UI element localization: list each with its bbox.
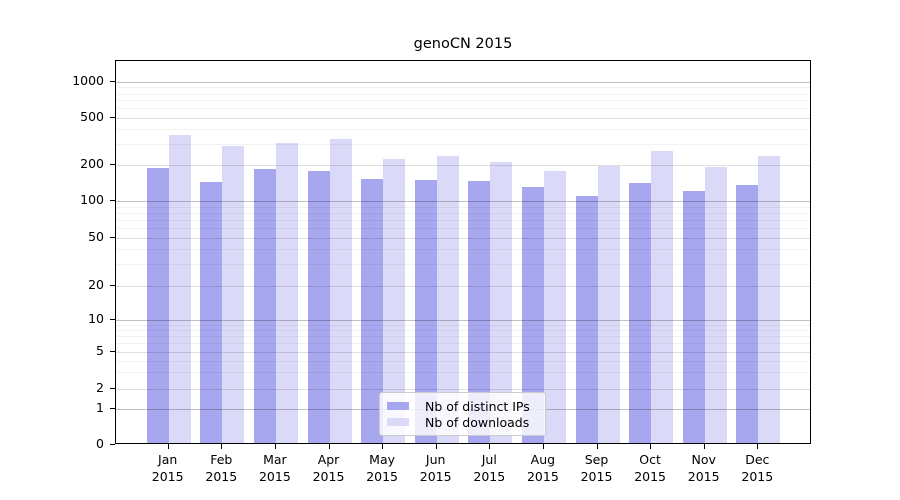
y-tick-mark <box>110 319 115 320</box>
x-tick-mark <box>489 444 491 449</box>
legend-item: Nb of distinct IPs <box>387 398 538 414</box>
x-tick-mark <box>650 444 652 449</box>
chart-title: genoCN 2015 <box>413 36 513 52</box>
y-tick-mark <box>110 387 115 389</box>
y-tick-label: 1 <box>96 399 104 415</box>
y-tick-mark <box>110 236 115 238</box>
y-tick-label: 50 <box>88 228 104 244</box>
x-tick-label: May 2015 <box>366 452 398 484</box>
x-tick-label: Dec 2015 <box>741 452 774 484</box>
x-tick-mark <box>382 444 384 449</box>
y-tick-label: 2 <box>96 379 104 395</box>
y-tick-label: 100 <box>80 192 104 207</box>
legend-item: Nb of downloads <box>387 414 538 430</box>
bar-downloads-jul <box>490 161 513 443</box>
bar-distinct-ips-mar <box>253 168 276 443</box>
y-tick-mark <box>110 284 115 286</box>
y-tick-mark <box>110 116 115 118</box>
x-tick-label: Nov 2015 <box>687 452 720 484</box>
x-tick-mark <box>167 444 169 449</box>
y-tick-label: 20 <box>88 276 104 292</box>
y-tick-label: 200 <box>80 156 104 172</box>
legend-swatch-distinct-ips <box>387 402 409 410</box>
bar-distinct-ips-dec <box>736 184 759 443</box>
bar-downloads-mar <box>275 142 298 443</box>
bar-downloads-feb <box>222 145 245 443</box>
bar-distinct-ips-aug <box>521 186 544 443</box>
gridline <box>116 93 810 95</box>
x-tick-mark <box>757 444 759 449</box>
y-tick-label: 5 <box>96 342 104 358</box>
bar-downloads-apr <box>329 139 352 443</box>
y-tick-label: 500 <box>80 108 104 124</box>
x-tick-label: Sep 2015 <box>580 452 613 484</box>
x-tick-label: Jul 2015 <box>473 452 506 484</box>
bar-distinct-ips-feb <box>200 182 223 443</box>
y-tick-label: 0 <box>96 436 104 451</box>
x-tick-mark <box>221 444 223 449</box>
x-tick-label: Oct 2015 <box>634 452 666 484</box>
x-tick-label: Jan 2015 <box>151 452 184 484</box>
y-tick-mark <box>110 350 115 352</box>
gridline <box>116 129 810 131</box>
y-tick-label: 1000 <box>72 73 104 88</box>
bar-distinct-ips-sep <box>575 196 598 443</box>
x-tick-mark <box>703 444 705 449</box>
legend-label: Nb of distinct IPs <box>425 398 530 414</box>
x-tick-label: Feb 2015 <box>205 452 238 484</box>
gridline <box>116 100 810 102</box>
bar-downloads-jan <box>168 134 191 443</box>
gridline <box>116 165 810 167</box>
bar-distinct-ips-may <box>361 179 384 443</box>
bar-downloads-dec <box>758 155 781 443</box>
legend: Nb of distinct IPs Nb of downloads <box>379 392 546 436</box>
x-tick-label: Aug 2015 <box>526 452 559 484</box>
bar-downloads-oct <box>651 150 674 443</box>
x-tick-mark <box>596 444 598 449</box>
legend-label: Nb of downloads <box>425 414 530 430</box>
gridline <box>116 108 810 110</box>
gridline <box>116 117 810 119</box>
bar-downloads-nov <box>704 167 727 443</box>
y-tick-mark <box>110 407 115 409</box>
bar-distinct-ips-nov <box>682 191 705 443</box>
x-tick-label: Jun 2015 <box>419 452 452 484</box>
gridline <box>116 144 810 146</box>
y-tick-mark <box>110 164 115 166</box>
x-tick-mark <box>274 444 276 449</box>
x-tick-mark <box>435 444 437 449</box>
x-tick-label: Mar 2015 <box>258 452 291 484</box>
bar-distinct-ips-jun <box>414 180 437 443</box>
x-tick-mark <box>542 444 544 449</box>
plot-area <box>115 60 811 444</box>
y-tick-mark <box>110 444 115 445</box>
bar-distinct-ips-apr <box>307 170 330 443</box>
bar-distinct-ips-oct <box>629 183 652 443</box>
gridline <box>116 87 810 89</box>
x-tick-label: Apr 2015 <box>312 452 345 484</box>
bar-downloads-sep <box>597 166 620 443</box>
y-tick-label: 10 <box>88 311 104 326</box>
bar-downloads-aug <box>543 170 566 443</box>
bar-downloads-jun <box>436 156 459 443</box>
bar-distinct-ips-jan <box>146 167 169 443</box>
gridline <box>116 82 810 83</box>
legend-swatch-downloads <box>387 418 409 426</box>
x-tick-mark <box>328 444 330 449</box>
y-tick-mark <box>110 81 115 82</box>
bar-distinct-ips-jul <box>468 181 491 443</box>
y-tick-mark <box>110 200 115 201</box>
bar-downloads-may <box>383 159 406 443</box>
